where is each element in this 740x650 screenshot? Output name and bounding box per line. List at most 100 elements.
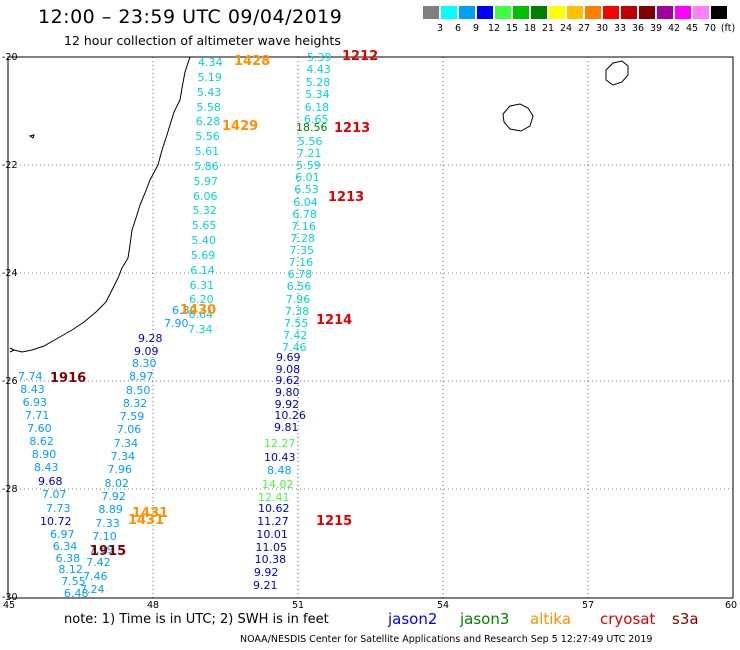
wave-height-value: 6.65 (304, 113, 329, 126)
wave-height-value: 8.48 (267, 464, 292, 477)
scale-label: 70 (703, 23, 717, 34)
wave-height-value: 5.69 (190, 248, 216, 262)
scale-label: 12 (487, 23, 501, 34)
wave-height-value: 10.72 (40, 515, 72, 528)
wave-height-value: 8.30 (132, 357, 157, 370)
pass-time-label: 1431 (132, 506, 169, 521)
wave-height-value: 4.43 (306, 63, 331, 77)
scale-swatch (459, 6, 475, 19)
scale-label: 27 (577, 23, 591, 34)
scale-label: 45 (685, 23, 699, 34)
wave-height-value: 5.56 (298, 135, 323, 148)
wave-height-value: 6.53 (294, 183, 319, 197)
wave-height-value: 9.08 (275, 362, 301, 376)
wave-height-value: 6.93 (22, 396, 48, 409)
lon-label: 51 (292, 600, 305, 611)
wave-height-value: 6.14 (190, 263, 215, 277)
wave-height-value: 9.28 (138, 332, 163, 345)
wave-height-value: 6.01 (295, 171, 320, 185)
wave-height-value: 7.10 (92, 529, 117, 543)
scale-swatch (549, 6, 565, 19)
wave-height-value: 6.18 (304, 100, 330, 114)
wave-height-value: 6.38 (55, 551, 81, 565)
wave-height-value: 9.68 (38, 475, 63, 488)
wave-height-value: 7.96 (285, 292, 311, 306)
wave-height-value: 6.78 (287, 268, 313, 282)
wave-height-value: 6.31 (189, 278, 215, 292)
wave-height-value: 8.89 (98, 503, 123, 517)
wave-height-value: 8.43 (20, 383, 45, 396)
wave-height-value: 6.78 (292, 207, 317, 221)
scale-label: 33 (613, 23, 627, 34)
legend-altika: altika (530, 610, 572, 628)
credit-line: NOAA/NESDIS Center for Satellite Applica… (240, 634, 653, 645)
wave-height-value: 9.80 (275, 386, 300, 399)
scale-label: 3 (436, 23, 444, 34)
wave-height-value: 6.28 (195, 115, 221, 129)
wave-height-value: 5.19 (197, 70, 222, 84)
scale-label: (ft) (720, 23, 736, 34)
wave-height-value: 5.61 (194, 145, 220, 158)
pass-time-label: 1428 (234, 54, 271, 69)
wave-height-value: 9.92 (274, 397, 300, 411)
wave-height-value: 7.06 (116, 423, 142, 437)
wave-height-value: 5.43 (196, 85, 222, 99)
wave-height-value: 7.38 (284, 304, 310, 318)
scale-label: 39 (649, 23, 663, 34)
scale-label: 9 (472, 23, 480, 34)
wave-height-value: 7.74 (18, 370, 43, 383)
islet-outline (28, 134, 35, 139)
wave-height-value: 7.55 (283, 316, 309, 330)
wave-height-value: 6.06 (193, 189, 218, 203)
scale-label: 36 (631, 23, 645, 34)
wave-height-value: 5.32 (192, 204, 217, 218)
wave-height-value: 4.34 (198, 56, 223, 69)
coast-tail (9, 349, 15, 353)
wave-height-value: 8.32 (122, 396, 148, 410)
lat-label: -28 (2, 484, 18, 495)
legend-jason3: jason3 (460, 610, 510, 628)
lat-label: -30 (2, 592, 18, 603)
pass-time-label: 1430 (180, 303, 217, 318)
page-title: 12:00 – 23:59 UTC 09/04/2019 (38, 6, 343, 28)
wave-height-value: 7.16 (291, 219, 316, 233)
wave-height-value: 6.20 (189, 293, 214, 307)
scale-swatch (477, 6, 493, 19)
pass-time-label: 1916 (50, 371, 87, 386)
wave-height-value: 5.97 (193, 174, 219, 188)
wave-height-value: 7.24 (80, 583, 105, 596)
pass-time-label: 1212 (342, 49, 379, 64)
legend-jason2: jason2 (388, 610, 438, 628)
scale-swatch (621, 6, 637, 19)
wave-height-value: 7.73 (46, 502, 71, 515)
wave-height-value: 10.38 (254, 553, 287, 567)
pass-time-label: 1431 (128, 513, 165, 528)
wave-height-value: 10.26 (274, 409, 306, 423)
wave-height-value: 14.02 (262, 478, 294, 491)
wave-height-value: 8.02 (104, 476, 129, 490)
units-note: note: 1) Time is in UTC; 2) SWH is in fe… (64, 612, 329, 627)
wave-height-value: 7.34 (110, 450, 136, 464)
mauritius-island-outline (605, 60, 629, 86)
wave-height-value: 7.71 (24, 409, 50, 422)
lon-label: 54 (437, 600, 450, 611)
lon-label: 57 (582, 600, 595, 611)
pass-time-label: 1429 (222, 119, 259, 134)
wave-height-value: 5.56 (195, 130, 220, 144)
legend-cryosat: cryosat (600, 610, 656, 628)
wave-height-value: 6.80 (172, 304, 197, 317)
wave-height-value: 11.27 (257, 514, 289, 528)
wave-height-value: 6.97 (50, 528, 75, 541)
wave-height-value: 8.43 (34, 461, 59, 474)
wave-height-value: 7.69 (89, 543, 114, 557)
wave-height-value: 9.09 (134, 345, 159, 358)
scale-swatch (423, 6, 439, 19)
scale-swatch (441, 6, 457, 19)
scale-label: 15 (505, 23, 519, 34)
scale-swatch (675, 6, 691, 19)
wave-height-value: 7.60 (27, 422, 52, 435)
scale-swatch (693, 6, 709, 19)
wave-height-value: 7.96 (107, 463, 133, 477)
wave-height-value: 5.58 (196, 100, 221, 114)
wave-height-value: 7.55 (61, 575, 86, 589)
